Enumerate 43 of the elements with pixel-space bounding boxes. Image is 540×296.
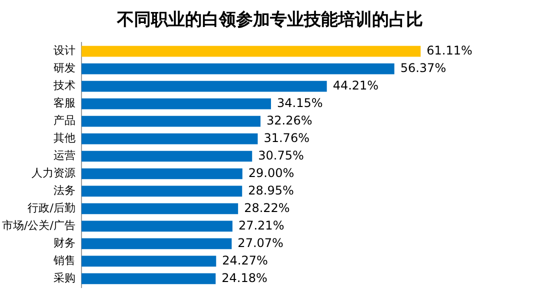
data-label: 24.27% [222, 253, 268, 268]
bar [81, 256, 216, 267]
bar [81, 98, 271, 110]
y-tick-label: 销售 [52, 254, 76, 268]
y-tick-label: 运营 [53, 149, 76, 162]
y-tick-label: 其他 [53, 132, 76, 145]
data-label: 34.15% [276, 96, 323, 110]
data-label: 30.75% [258, 148, 304, 162]
y-tick-label: 采购 [53, 272, 76, 285]
bar [81, 273, 216, 284]
y-tick-label: 人力资源 [31, 166, 76, 180]
bar [81, 238, 232, 250]
bar [81, 133, 258, 144]
bar [81, 168, 242, 180]
y-tick-label: 研发 [53, 62, 76, 75]
bar [81, 150, 252, 162]
y-tick-label: 客服 [53, 96, 76, 110]
bar [81, 220, 232, 232]
data-label: 56.37% [400, 60, 446, 75]
bar [81, 46, 421, 57]
bar [81, 63, 394, 74]
bar [81, 203, 238, 214]
data-label: 61.11% [426, 43, 472, 58]
y-tick-label: 市场/公关/广告 [2, 219, 76, 232]
y-tick-label: 产品 [53, 114, 76, 128]
data-label: 44.21% [332, 78, 379, 92]
bar [81, 186, 242, 197]
data-label: 29.00% [248, 166, 294, 180]
data-label: 28.95% [248, 183, 294, 198]
y-tick-label: 设计 [53, 44, 76, 58]
y-tick-label: 技术 [52, 79, 76, 92]
data-label: 27.21% [238, 218, 284, 232]
y-tick-label: 法务 [53, 184, 76, 198]
y-tick-label: 行政/后勤 [28, 202, 76, 215]
data-label: 32.26% [266, 113, 312, 128]
data-label: 31.76% [264, 130, 310, 145]
data-label: 28.22% [244, 200, 290, 215]
bar [81, 116, 260, 127]
chart-title: 不同职业的白领参加专业技能培训的占比 [116, 9, 424, 32]
data-label: 27.07% [238, 236, 284, 250]
data-label: 24.18% [222, 270, 268, 285]
y-tick-label: 财务 [53, 236, 76, 250]
bar [81, 80, 327, 92]
